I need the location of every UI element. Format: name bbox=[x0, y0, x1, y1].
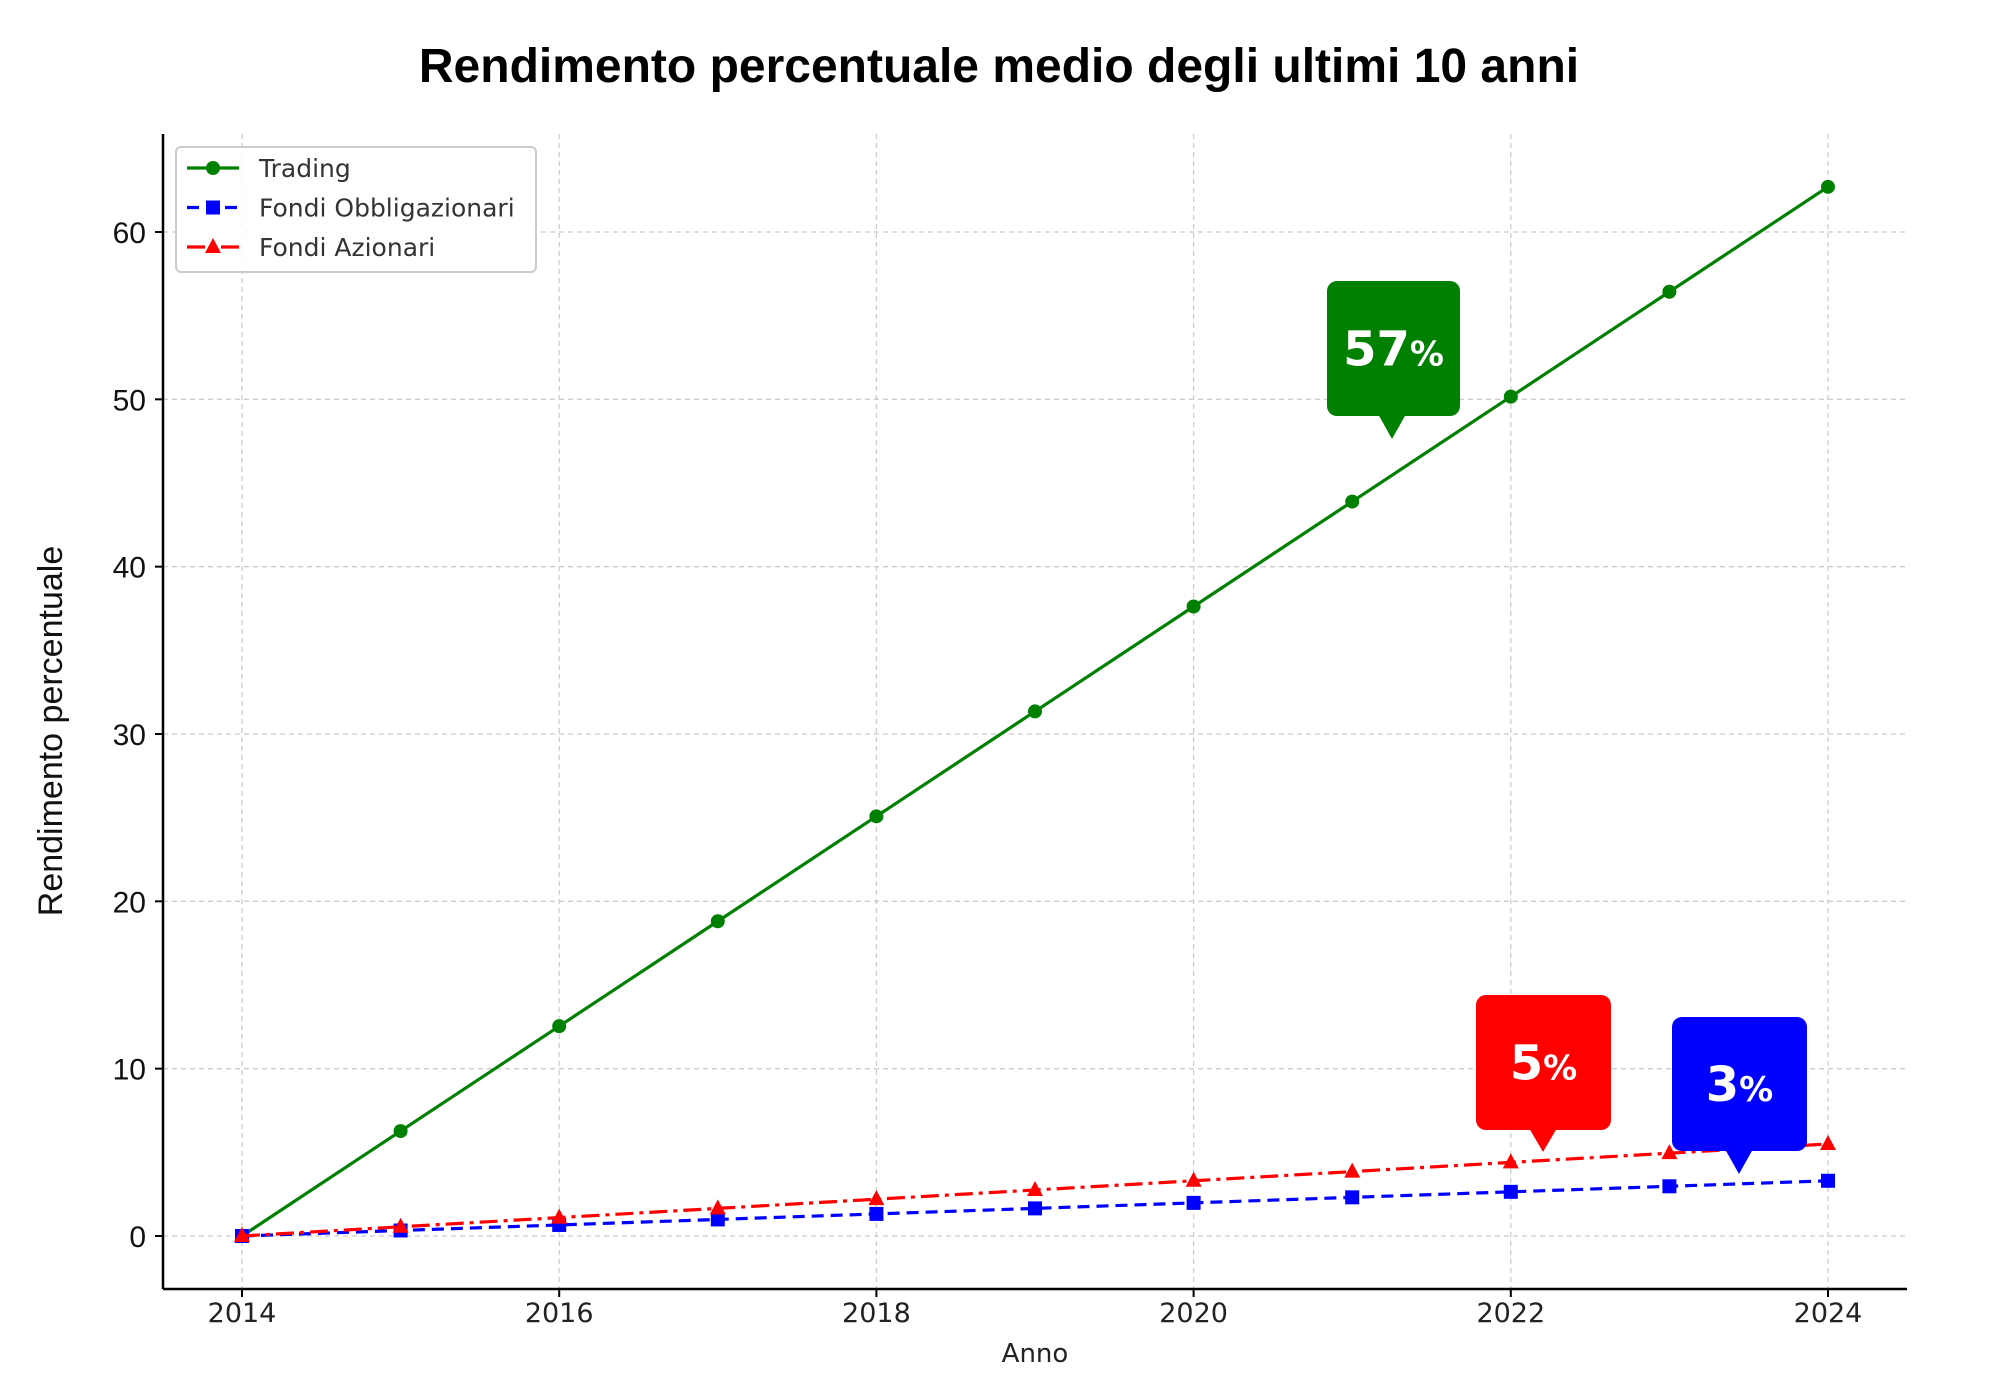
data-point bbox=[1821, 179, 1835, 194]
callout-percent: % bbox=[1410, 335, 1444, 375]
series-fondi-azionari bbox=[234, 1134, 1836, 1242]
callout-value: 5 bbox=[1510, 1036, 1543, 1092]
x-tick-label: 2020 bbox=[1159, 1298, 1228, 1329]
data-point bbox=[868, 1190, 885, 1206]
data-point bbox=[1661, 1144, 1678, 1160]
callout-box bbox=[1476, 995, 1611, 1130]
legend-label: Fondi Azionari bbox=[259, 233, 435, 262]
data-point bbox=[1345, 494, 1360, 509]
callout-box bbox=[1672, 1017, 1807, 1151]
y-tick-label: 40 bbox=[113, 552, 146, 585]
series-line bbox=[241, 1179, 1829, 1238]
callouts: 57%5% 3% bbox=[1327, 281, 1807, 1174]
tick-labels: 2014 2016 2018 2020 2022 2024 0 10 20 30 40 50 60 bbox=[113, 217, 1863, 1329]
data-point bbox=[1186, 599, 1201, 614]
y-axis-label: Rendimento percentuale bbox=[32, 546, 70, 916]
chart-title: Rendimento percentuale medio degli ultim… bbox=[419, 40, 1579, 93]
data-point bbox=[1662, 1179, 1677, 1194]
data-point bbox=[1028, 1201, 1042, 1216]
callout-label: 57% bbox=[1343, 322, 1444, 378]
data-point bbox=[1503, 389, 1518, 404]
data-point bbox=[552, 1019, 567, 1034]
callout-label: 3% bbox=[1706, 1057, 1773, 1113]
grid bbox=[163, 134, 1907, 1289]
callout-box bbox=[1327, 281, 1460, 416]
legend: Trading Fondi Obbligazionari Fondi Azionar… bbox=[175, 146, 537, 273]
data-point bbox=[709, 1199, 726, 1215]
series-trading bbox=[235, 179, 1835, 1243]
callout-fondi-azionari: 5% bbox=[1476, 995, 1611, 1152]
data-point bbox=[1186, 1195, 1201, 1210]
callout-percent: % bbox=[1543, 1049, 1577, 1089]
data-point bbox=[234, 1227, 250, 1242]
data-point bbox=[392, 1217, 409, 1233]
data-point bbox=[710, 914, 725, 929]
callout-pointer bbox=[1378, 414, 1406, 439]
callout-trading: 57% bbox=[1327, 281, 1460, 439]
callout-pointer bbox=[1725, 1149, 1753, 1174]
y-tick-label: 30 bbox=[113, 719, 146, 752]
y-tick-label: 60 bbox=[113, 217, 146, 250]
data-point bbox=[551, 1208, 568, 1224]
data-point bbox=[710, 1212, 725, 1227]
series-group bbox=[234, 179, 1836, 1243]
legend-label: Fondi Obbligazionari bbox=[259, 194, 515, 223]
callout-percent: % bbox=[1739, 1070, 1773, 1110]
x-tick-label: 2018 bbox=[842, 1298, 911, 1329]
y-tick-label: 0 bbox=[129, 1221, 146, 1254]
y-tick-label: 50 bbox=[113, 384, 146, 417]
callout-value: 57 bbox=[1343, 322, 1410, 378]
legend-marker bbox=[205, 238, 221, 253]
data-point bbox=[1821, 1173, 1835, 1188]
data-point bbox=[393, 1124, 408, 1139]
x-tick-label: 2024 bbox=[1794, 1298, 1863, 1329]
data-point bbox=[1820, 1134, 1836, 1150]
legend-marker bbox=[206, 161, 220, 175]
x-tick-label: 2022 bbox=[1476, 1298, 1545, 1329]
callout-label: 5% bbox=[1510, 1036, 1577, 1092]
data-point bbox=[1345, 1190, 1360, 1205]
data-point bbox=[1028, 704, 1042, 719]
y-tick-label: 10 bbox=[113, 1054, 146, 1087]
data-point bbox=[869, 1206, 884, 1221]
x-axis-label: Anno bbox=[1002, 1339, 1069, 1369]
data-point bbox=[1502, 1153, 1519, 1169]
data-point bbox=[1662, 284, 1677, 299]
data-point bbox=[1185, 1171, 1202, 1187]
legend-box bbox=[175, 146, 537, 273]
data-point bbox=[869, 809, 884, 824]
axes bbox=[161, 134, 1907, 1291]
data-point bbox=[1344, 1162, 1361, 1178]
data-point bbox=[1027, 1180, 1043, 1196]
x-tick-label: 2016 bbox=[525, 1298, 594, 1329]
data-point bbox=[1503, 1184, 1518, 1199]
x-tick-label: 2014 bbox=[208, 1298, 277, 1329]
y-tick-label: 20 bbox=[113, 886, 146, 919]
callout-pointer bbox=[1529, 1128, 1557, 1152]
callout-value: 3 bbox=[1706, 1057, 1739, 1113]
legend-marker bbox=[206, 200, 220, 215]
legend-label: Trading bbox=[258, 154, 351, 183]
callout-fondi-obbligazionari: 3% bbox=[1672, 1017, 1807, 1174]
